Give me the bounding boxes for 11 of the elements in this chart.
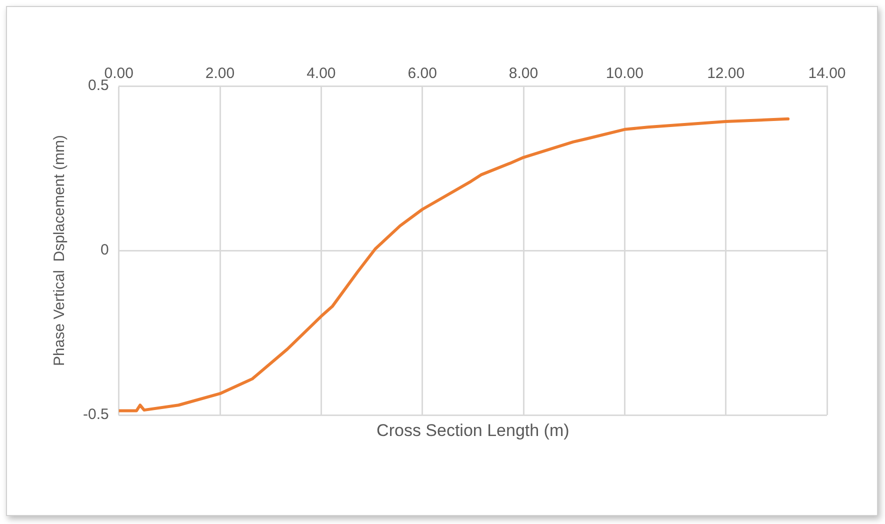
y-axis-title: Phase Vertical Dsplacement (mm) [51, 135, 68, 366]
y-tick-label: 0 [100, 242, 109, 259]
x-tick-label: 8.00 [508, 65, 538, 82]
x-tick-label: 10.00 [606, 65, 644, 82]
x-tick-label: 6.00 [408, 65, 437, 82]
x-tick-label: 2.00 [205, 65, 235, 82]
x-tick-label: 12.00 [707, 65, 745, 82]
x-tick-label: 14.00 [808, 65, 846, 82]
y-tick-label: -0.5 [82, 406, 109, 424]
x-tick-label: 4.00 [306, 65, 336, 82]
x-axis-title: Cross Section Length (m) [376, 421, 570, 440]
